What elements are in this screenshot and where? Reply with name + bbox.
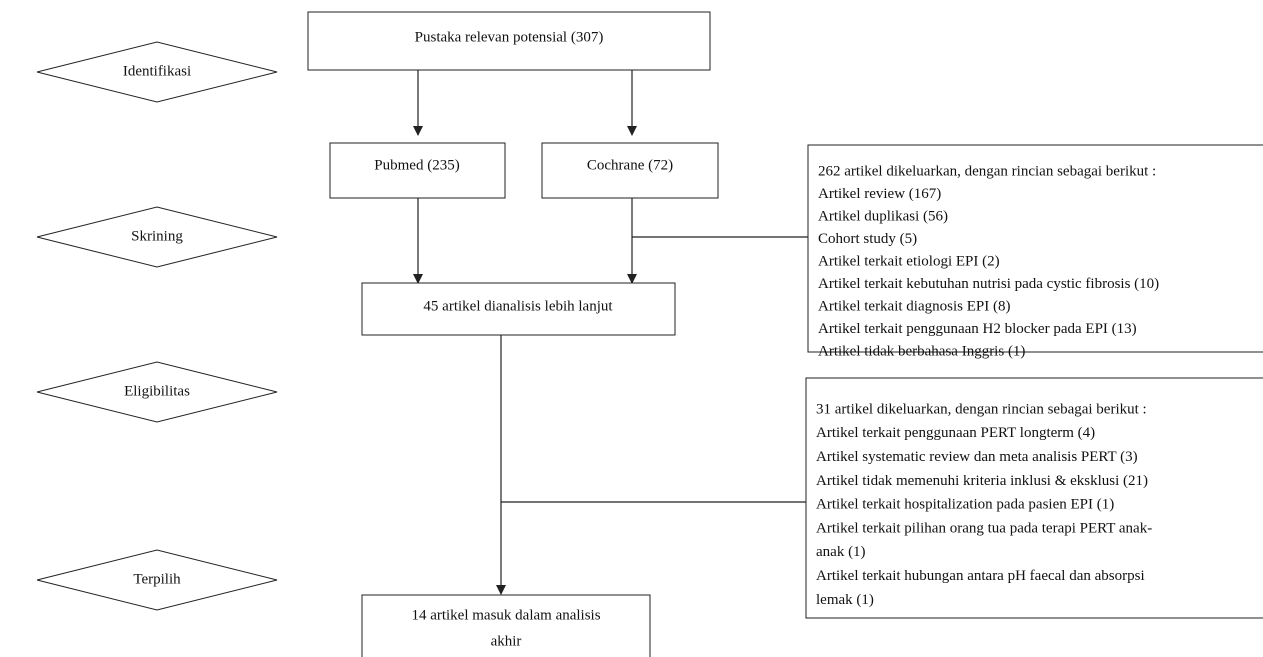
- stage-label: Eligibilitas: [124, 383, 190, 399]
- exclusion-item: Artikel terkait hubungan antara pH faeca…: [816, 568, 1145, 584]
- exclusion-item: Artikel terkait diagnosis EPI (8): [818, 298, 1010, 314]
- stage: Terpilih: [36, 549, 278, 611]
- exclusion-item: Artikel systematic review dan meta anali…: [816, 449, 1138, 465]
- exclusion-item: Artikel review (167): [818, 186, 941, 202]
- stage: Eligibilitas: [36, 361, 278, 423]
- stage: Identifikasi: [36, 41, 278, 103]
- exclusion-title: 262 artikel dikeluarkan, dengan rincian …: [818, 163, 1156, 179]
- node: 45 artikel dianalisis lebih lanjut: [361, 282, 676, 336]
- exclusion-box: 31 artikel dikeluarkan, dengan rincian s…: [805, 377, 1263, 619]
- node: Cochrane (72): [541, 142, 719, 199]
- exclusion-item: Artikel terkait pilihan orang tua pada t…: [816, 520, 1152, 536]
- node-label: akhir: [491, 633, 522, 649]
- exclusion-item: Artikel tidak memenuhi kriteria inklusi …: [816, 473, 1148, 489]
- exclusion-item: Artikel duplikasi (56): [818, 208, 948, 224]
- exclusion-item: anak (1): [816, 544, 866, 560]
- exclusion-item: lemak (1): [816, 592, 874, 608]
- node-label: 45 artikel dianalisis lebih lanjut: [423, 298, 613, 314]
- exclusion-title: 31 artikel dikeluarkan, dengan rincian s…: [816, 401, 1147, 417]
- stage-label: Skrining: [131, 228, 183, 244]
- exclusion-item: Artikel terkait hospitalization pada pas…: [816, 497, 1114, 513]
- exclusion-item: Cohort study (5): [818, 231, 917, 247]
- node: Pubmed (235): [329, 142, 506, 199]
- node: Pustaka relevan potensial (307): [307, 11, 711, 71]
- exclusion-item: Artikel terkait penggunaan PERT longterm…: [816, 425, 1095, 441]
- connectors: [413, 70, 808, 595]
- exclusion-item: Artikel terkait etiologi EPI (2): [818, 253, 1000, 269]
- node-label: Pustaka relevan potensial (307): [415, 29, 604, 45]
- exclusion-item: Artikel tidak berbahasa Inggris (1): [818, 343, 1025, 359]
- node-label: Pubmed (235): [374, 157, 459, 173]
- exclusion-item: Artikel terkait penggunaan H2 blocker pa…: [818, 321, 1137, 337]
- stage-label: Terpilih: [133, 571, 181, 587]
- exclusion-item: Artikel terkait kebutuhan nutrisi pada c…: [818, 276, 1159, 292]
- node-label: Cochrane (72): [587, 157, 673, 173]
- exclusion-box: 262 artikel dikeluarkan, dengan rincian …: [807, 144, 1263, 359]
- stage: Skrining: [36, 206, 278, 268]
- node-label: 14 artikel masuk dalam analisis: [411, 607, 600, 623]
- node: 14 artikel masuk dalam analisis akhir: [361, 594, 651, 657]
- stage-label: Identifikasi: [123, 63, 191, 79]
